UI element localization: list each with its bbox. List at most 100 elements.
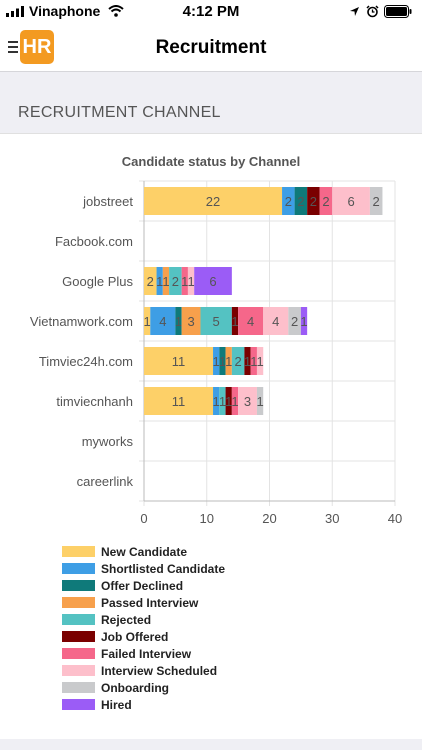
data-label: 4 bbox=[247, 314, 254, 329]
data-label: 1 bbox=[225, 354, 232, 369]
data-label: 2 bbox=[235, 354, 242, 369]
data-label: 2 bbox=[310, 194, 317, 209]
data-label: 2 bbox=[172, 274, 179, 289]
bar-segment bbox=[200, 307, 232, 335]
bar-segment bbox=[219, 347, 226, 375]
data-label: 1 bbox=[213, 354, 220, 369]
bar-segment bbox=[288, 307, 301, 335]
category-label: Facbook.com bbox=[55, 234, 133, 249]
data-label: 1 bbox=[187, 274, 194, 289]
bar-segment bbox=[225, 347, 232, 375]
data-label: 11 bbox=[172, 354, 186, 369]
data-label: 1 bbox=[300, 314, 307, 329]
carrier-name: Vinaphone bbox=[29, 3, 101, 19]
navigation-bar: HR Recruitment bbox=[0, 24, 422, 72]
page-title: Recruitment bbox=[155, 37, 267, 58]
data-label: 1 bbox=[231, 394, 238, 409]
bar-segment bbox=[213, 347, 220, 375]
section-title: RECRUITMENT CHANNEL bbox=[18, 104, 221, 121]
data-label: 1 bbox=[256, 394, 263, 409]
bar-segment bbox=[150, 307, 176, 335]
bar-segment bbox=[144, 387, 214, 415]
legend-label: Shortlisted Candidate bbox=[101, 562, 225, 576]
legend-label: Hired bbox=[101, 698, 132, 712]
data-label: 11 bbox=[172, 394, 186, 409]
bar-segment bbox=[238, 387, 257, 415]
status-bar: Vinaphone 4:12 PM bbox=[0, 0, 422, 24]
bar-segment bbox=[332, 187, 370, 215]
alarm-clock-icon bbox=[366, 5, 379, 18]
data-label: 2 bbox=[147, 274, 154, 289]
data-label: 2 bbox=[373, 194, 380, 209]
legend-label: Onboarding bbox=[101, 681, 169, 695]
category-label: myworks bbox=[82, 434, 134, 449]
legend-label: Interview Scheduled bbox=[101, 664, 217, 678]
data-label: 3 bbox=[187, 314, 194, 329]
battery-icon bbox=[384, 5, 412, 18]
bar-segment bbox=[144, 307, 151, 335]
legend-label: Rejected bbox=[101, 613, 151, 627]
bar-segment bbox=[225, 387, 232, 415]
bar-segment bbox=[294, 187, 308, 215]
data-label: 6 bbox=[347, 194, 354, 209]
bar-segment bbox=[263, 307, 289, 335]
data-label: 1 bbox=[244, 354, 251, 369]
bar-segment bbox=[369, 187, 383, 215]
bar-segment bbox=[244, 347, 251, 375]
legend-label: Failed Interview bbox=[101, 647, 192, 661]
bar-segment bbox=[231, 387, 239, 415]
data-label: 5 bbox=[213, 314, 220, 329]
bar-segment bbox=[213, 387, 220, 415]
data-label: 2 bbox=[291, 314, 298, 329]
legend-label: New Candidate bbox=[101, 545, 187, 559]
legend-swatch bbox=[62, 682, 95, 693]
bar-segment bbox=[181, 307, 201, 335]
bar-segment bbox=[319, 187, 333, 215]
x-tick-label: 10 bbox=[200, 511, 214, 526]
data-label: 4 bbox=[159, 314, 166, 329]
legend-swatch bbox=[62, 665, 95, 676]
legend-swatch bbox=[62, 614, 95, 625]
legend-swatch bbox=[62, 597, 95, 608]
x-tick-label: 30 bbox=[325, 511, 339, 526]
wifi-icon bbox=[108, 5, 124, 17]
data-label: 1 bbox=[162, 274, 169, 289]
data-label: 22 bbox=[206, 194, 220, 209]
category-label: timviecnhanh bbox=[56, 394, 133, 409]
bar-segment bbox=[181, 267, 188, 295]
data-label: 2 bbox=[297, 194, 304, 209]
menu-icon[interactable] bbox=[8, 41, 18, 55]
bar-segment bbox=[231, 347, 245, 375]
data-label: 1 bbox=[213, 394, 220, 409]
bar-segment bbox=[169, 267, 182, 295]
bar-segment bbox=[300, 307, 308, 335]
legend-label: Job Offered bbox=[101, 630, 168, 644]
bar-segment bbox=[156, 267, 163, 295]
bar-segment bbox=[282, 187, 295, 215]
data-label: 1 bbox=[225, 394, 232, 409]
bar-segment bbox=[256, 347, 264, 375]
data-label: 4 bbox=[272, 314, 279, 329]
x-tick-label: 0 bbox=[140, 511, 147, 526]
bar-segment bbox=[256, 387, 264, 415]
bar-segment bbox=[144, 347, 214, 375]
app-logo[interactable]: HR bbox=[20, 30, 54, 64]
data-label: 1 bbox=[144, 314, 151, 329]
data-label: 3 bbox=[244, 394, 251, 409]
bar-segment bbox=[144, 187, 283, 215]
legend-swatch bbox=[62, 563, 95, 574]
category-label: jobstreet bbox=[82, 194, 133, 209]
bar-segment bbox=[219, 387, 226, 415]
bar-segment bbox=[187, 267, 195, 295]
data-label: 1 bbox=[175, 314, 182, 329]
data-label: 1 bbox=[219, 354, 226, 369]
clock: 4:12 PM bbox=[182, 3, 240, 20]
legend-swatch bbox=[62, 699, 95, 710]
category-label: Google Plus bbox=[62, 274, 133, 289]
category-label: Timviec24h.com bbox=[39, 354, 133, 369]
legend-label: Offer Declined bbox=[101, 579, 183, 593]
data-label: 1 bbox=[219, 394, 226, 409]
data-label: 1 bbox=[181, 274, 188, 289]
data-label: 1 bbox=[256, 354, 263, 369]
data-label: 1 bbox=[156, 274, 163, 289]
